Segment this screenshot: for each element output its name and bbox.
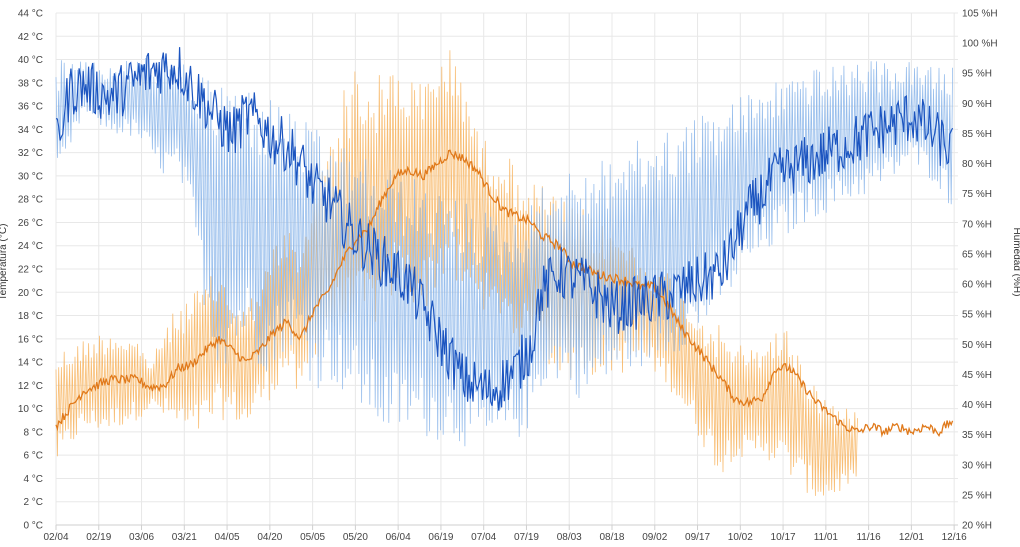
x-tick-label: 03/21 xyxy=(172,532,197,543)
x-tick-label: 05/20 xyxy=(343,532,368,543)
y-left-tick-label: 4 °C xyxy=(23,474,43,485)
y-right-tick-label: 50 %H xyxy=(962,340,992,351)
y-right-tick-label: 95 %H xyxy=(962,69,992,80)
y-left-tick-label: 38 °C xyxy=(18,78,43,89)
y-left-tick-label: 36 °C xyxy=(18,102,43,113)
y-left-tick-label: 24 °C xyxy=(18,241,43,252)
y-right-tick-label: 90 %H xyxy=(962,99,992,110)
y-left-tick-label: 18 °C xyxy=(18,311,43,322)
y-right-tick-label: 55 %H xyxy=(962,310,992,321)
y-right-tick-label: 85 %H xyxy=(962,129,992,140)
x-tick-label: 09/02 xyxy=(642,532,667,543)
y-right-tick-label: 35 %H xyxy=(962,430,992,441)
y-left-tick-label: 22 °C xyxy=(18,265,43,276)
x-tick-label: 11/01 xyxy=(814,532,839,543)
x-tick-label: 12/01 xyxy=(899,532,924,543)
x-tick-label: 03/06 xyxy=(129,532,154,543)
y-left-tick-label: 30 °C xyxy=(18,171,43,182)
x-tick-label: 08/18 xyxy=(599,532,624,543)
y-left-tick-label: 8 °C xyxy=(23,427,43,438)
x-tick-label: 07/19 xyxy=(514,532,539,543)
y-left-tick-label: 0 °C xyxy=(23,521,43,532)
x-tick-label: 10/02 xyxy=(728,532,753,543)
y-right-tick-label: 105 %H xyxy=(962,9,998,20)
y-left-tick-label: 26 °C xyxy=(18,218,43,229)
y-right-tick-label: 75 %H xyxy=(962,189,992,200)
y-left-tick-label: 42 °C xyxy=(18,32,43,43)
series-temperatura-media xyxy=(55,149,954,438)
y-right-tick-label: 65 %H xyxy=(962,249,992,260)
x-tick-label: 05/05 xyxy=(300,532,325,543)
y-right-tick-label: 20 %H xyxy=(962,521,992,532)
y-left-tick-label: 10 °C xyxy=(18,404,43,415)
y-left-tick-label: 32 °C xyxy=(18,148,43,159)
y-right-tick-label: 30 %H xyxy=(962,460,992,471)
y-right-tick-label: 40 %H xyxy=(962,400,992,411)
x-tick-label: 06/04 xyxy=(386,532,411,543)
y-right-tick-label: 45 %H xyxy=(962,370,992,381)
y-left-tick-label: 16 °C xyxy=(18,334,43,345)
series-temperatura-rango xyxy=(55,50,858,496)
axes: 0 °C 2 °C 4 °C 6 °C 8 °C 10 °C 12 °C 14 °C 16 °C… xyxy=(18,9,998,544)
x-tick-label: 09/17 xyxy=(685,532,710,543)
y-right-tick-label: 80 %H xyxy=(962,159,992,170)
y-left-tick-label: 6 °C xyxy=(23,451,43,462)
y-left-tick-label: 2 °C xyxy=(23,497,43,508)
x-tick-label: 12/16 xyxy=(942,532,967,543)
y-right-tick-label: 100 %H xyxy=(962,39,998,50)
y-left-tick-label: 12 °C xyxy=(18,381,43,392)
x-tick-label: 10/17 xyxy=(771,532,796,543)
x-tick-label: 02/19 xyxy=(86,532,111,543)
x-tick-label: 07/04 xyxy=(471,532,496,543)
x-tick-label: 02/04 xyxy=(43,532,68,543)
y-axis-left-title: Temperatura (°C) xyxy=(0,224,9,301)
series-humedad-media xyxy=(55,47,954,411)
y-left-tick-label: 20 °C xyxy=(18,288,43,299)
y-axis-right-title: Humedad (%H) xyxy=(1011,228,1020,297)
y-right-tick-label: 25 %H xyxy=(962,490,992,501)
x-tick-label: 08/03 xyxy=(557,532,582,543)
y-left-tick-label: 34 °C xyxy=(18,125,43,136)
series-layer xyxy=(55,47,954,496)
x-tick-label: 04/05 xyxy=(215,532,240,543)
series-humedad-rango xyxy=(55,57,953,447)
y-right-tick-label: 60 %H xyxy=(962,280,992,291)
y-left-tick-label: 44 °C xyxy=(18,9,43,20)
y-left-tick-label: 14 °C xyxy=(18,358,43,369)
x-tick-label: 11/16 xyxy=(856,532,881,543)
y-left-tick-label: 28 °C xyxy=(18,195,43,206)
x-tick-label: 06/19 xyxy=(428,532,453,543)
y-left-tick-label: 40 °C xyxy=(18,55,43,66)
x-tick-label: 04/20 xyxy=(257,532,282,543)
y-right-tick-label: 70 %H xyxy=(962,219,992,230)
